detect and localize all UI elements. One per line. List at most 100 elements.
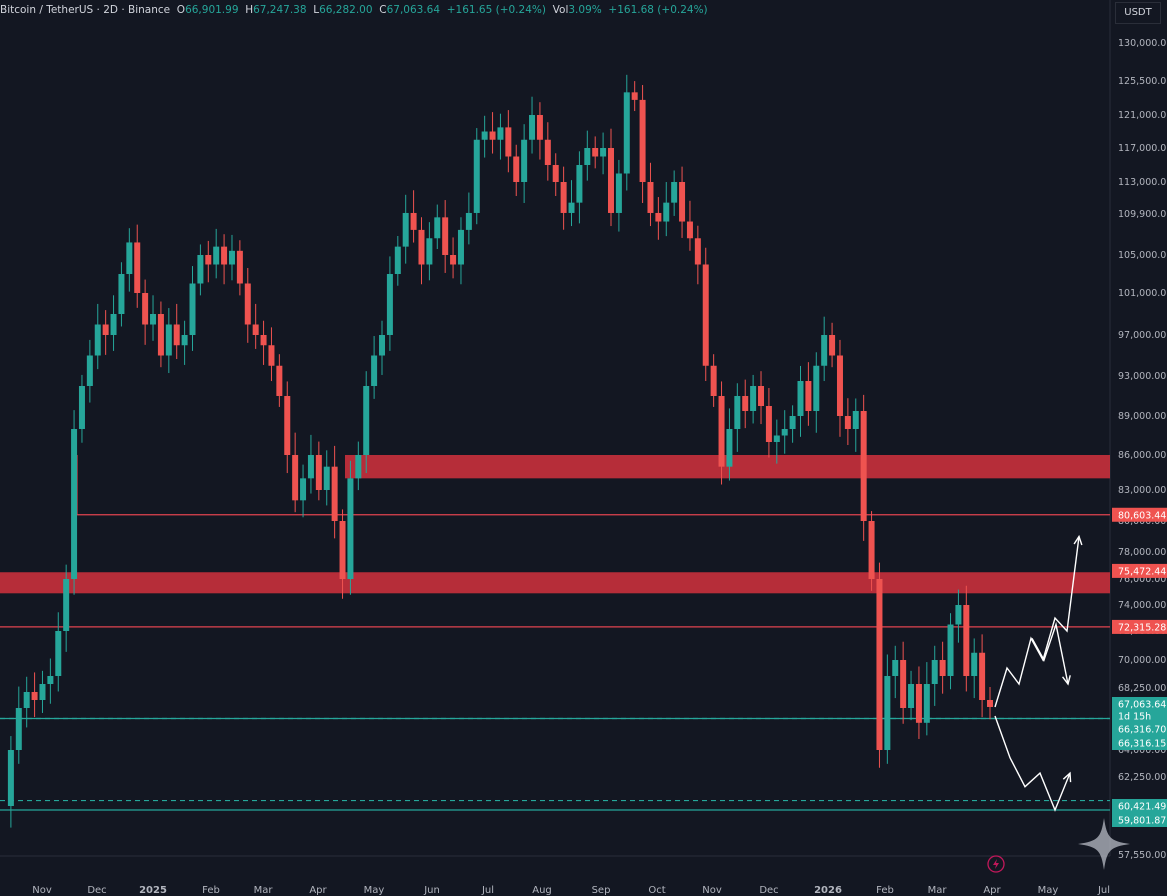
candle-body	[868, 521, 875, 579]
price-tick-label: 78,000.00	[1118, 547, 1166, 558]
candle-body	[726, 429, 733, 467]
price-level-badge[interactable]	[1112, 619, 1167, 634]
change-value: +161.65 (+0.24%)	[446, 4, 546, 16]
candle-body	[742, 396, 749, 411]
candle-body	[426, 238, 433, 265]
price-tick-label: 97,000.00	[1118, 330, 1166, 341]
candle-body	[497, 127, 504, 140]
price-tick-label: 76,000.00	[1118, 574, 1166, 585]
candle-body	[347, 478, 354, 579]
projection-path[interactable]	[1031, 621, 1069, 685]
candle-body	[750, 386, 757, 411]
candle-body	[892, 660, 899, 676]
candle-body	[221, 246, 228, 265]
candle-body	[829, 335, 836, 356]
candle-body	[663, 202, 670, 222]
time-tick-label: Aug	[532, 885, 552, 896]
resistance-zone[interactable]	[345, 455, 1110, 479]
time-tick-label: Dec	[87, 885, 106, 896]
price-level-text: 80,603.44	[1118, 510, 1166, 521]
candle-body	[394, 246, 401, 274]
candle-body	[268, 345, 275, 366]
candle-body	[734, 396, 741, 429]
price-level-badge[interactable]	[1112, 507, 1167, 522]
low-label: L	[313, 4, 320, 16]
candle-body	[560, 182, 567, 213]
candle-body	[284, 396, 291, 455]
time-tick-label: Feb	[202, 885, 220, 896]
price-level-badge[interactable]	[1112, 697, 1167, 711]
candle-body	[884, 676, 891, 750]
time-tick-label: Jul	[481, 885, 494, 896]
candle-body	[631, 92, 638, 100]
time-tick-label: Mar	[928, 885, 948, 896]
candle-body	[300, 478, 307, 501]
price-tick-label: 101,000.00	[1118, 288, 1167, 299]
candle-body	[71, 429, 78, 579]
candle-body	[355, 455, 362, 479]
projection-arrowhead	[1073, 534, 1083, 546]
time-tick-label: May	[364, 885, 385, 896]
candle-body	[647, 182, 654, 213]
symbol-title[interactable]: Bitcoin / TetherUS · 2D · Binance	[0, 4, 171, 16]
resistance-zone[interactable]	[0, 572, 1110, 594]
candle-body	[639, 99, 646, 182]
candle-body	[457, 229, 464, 265]
candle-body	[971, 652, 978, 676]
candle-body	[228, 250, 235, 265]
candle-body	[39, 684, 46, 700]
price-level-text: 66,316.15	[1118, 739, 1166, 750]
price-tick-label: 105,000.00	[1118, 250, 1167, 261]
ohlc-legend[interactable]: Bitcoin / TetherUS · 2D · Binance O66,90…	[0, 4, 708, 16]
price-level-badge[interactable]	[1112, 709, 1167, 723]
candlestick-series	[7, 74, 993, 828]
time-tick-label: Apr	[983, 885, 1001, 896]
projection-arrows	[994, 534, 1083, 812]
projection-arrowhead	[1062, 771, 1072, 783]
candle-body	[947, 624, 954, 676]
candle-body	[607, 148, 614, 213]
replay-icon[interactable]	[987, 855, 1005, 873]
price-level-badge[interactable]	[1112, 736, 1167, 750]
candle-body	[134, 242, 141, 293]
price-tick-label: 68,250.00	[1118, 683, 1166, 694]
price-tick-label: 125,500.00	[1118, 76, 1167, 87]
candle-body	[142, 293, 149, 325]
price-level-badge[interactable]	[1112, 563, 1167, 578]
candle-body	[655, 212, 662, 222]
price-tick-label: 62,250.00	[1118, 772, 1166, 783]
candle-body	[600, 148, 607, 157]
candle-body	[536, 115, 543, 140]
projection-path[interactable]	[994, 536, 1080, 708]
projection-path[interactable]	[994, 715, 1071, 812]
price-tick-label: 64,000.00	[1118, 745, 1166, 756]
price-tick-label: 130,000.00	[1118, 38, 1167, 49]
high-label: H	[245, 4, 254, 16]
price-level-text: 66,316.70	[1118, 725, 1166, 736]
candle-body	[442, 217, 449, 255]
candle-body	[718, 396, 725, 467]
candle-body	[23, 692, 30, 708]
price-tick-label: 57,550.00	[1118, 850, 1166, 861]
price-level-badge[interactable]	[1112, 799, 1167, 813]
price-level-badge[interactable]	[1112, 813, 1167, 827]
candle-body	[189, 283, 196, 335]
candle-body	[821, 335, 828, 366]
high-value: 67,247.38	[253, 4, 307, 16]
candle-body	[157, 314, 164, 356]
time-tick-label: Nov	[32, 885, 52, 896]
price-level-badge[interactable]	[1112, 722, 1167, 736]
candle-body	[363, 386, 370, 455]
currency-button[interactable]: USDT	[1115, 2, 1161, 24]
candle-body	[979, 652, 986, 700]
candle-body	[908, 684, 915, 708]
low-value: 66,282.00	[319, 4, 373, 16]
time-axis[interactable]: Nov Dec 2025 Feb Mar Apr May Jun Jul Aug Sep Oct Nov…	[32, 885, 1110, 896]
candle-body	[371, 355, 378, 386]
time-tick-label: Nov	[702, 885, 722, 896]
candle-body	[244, 283, 251, 325]
candle-body	[292, 455, 299, 501]
candle-body	[900, 660, 907, 708]
